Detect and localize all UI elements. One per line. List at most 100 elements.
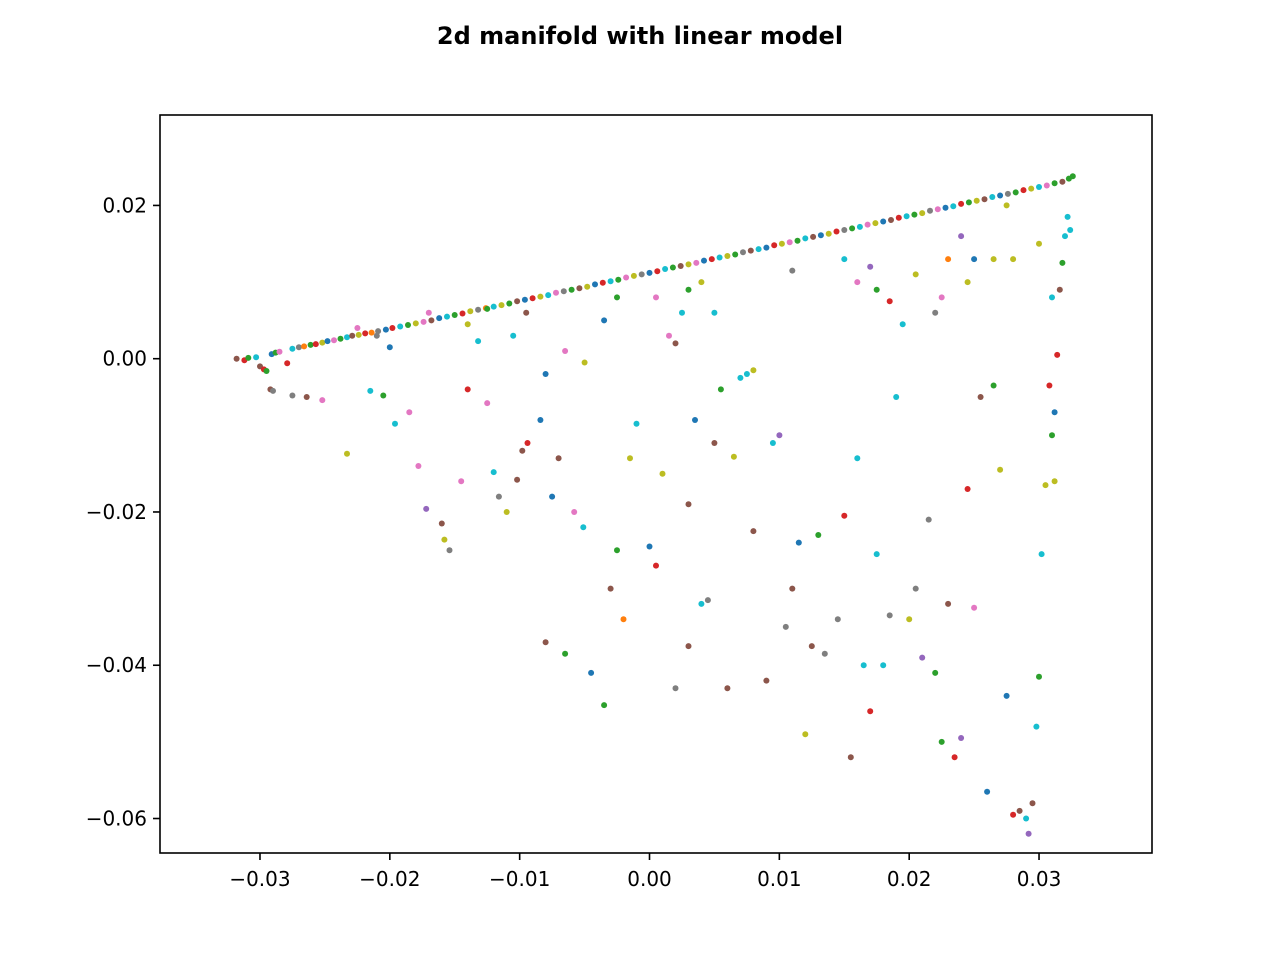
data-point xyxy=(289,345,296,352)
data-point xyxy=(382,326,389,333)
data-point xyxy=(942,204,949,211)
data-point xyxy=(523,309,530,316)
data-point xyxy=(708,256,715,263)
data-point xyxy=(1003,692,1010,699)
data-point xyxy=(685,286,692,293)
data-point xyxy=(1038,551,1045,558)
plot-frame xyxy=(159,114,1153,854)
data-point xyxy=(789,267,796,274)
data-point xyxy=(1043,182,1050,189)
data-point xyxy=(971,256,978,263)
data-point xyxy=(1049,432,1055,439)
data-point xyxy=(932,309,939,316)
data-point xyxy=(537,293,544,300)
data-point xyxy=(1059,259,1066,266)
data-point xyxy=(776,432,783,439)
data-point xyxy=(495,493,502,500)
data-point xyxy=(864,221,871,228)
data-point xyxy=(1059,178,1066,185)
data-point xyxy=(444,313,450,320)
data-point xyxy=(950,203,957,210)
data-point xyxy=(841,256,848,263)
data-point xyxy=(821,650,828,657)
data-point xyxy=(672,685,679,692)
data-point xyxy=(1036,184,1042,190)
data-point xyxy=(331,337,337,344)
plot-area xyxy=(160,115,1152,853)
data-point xyxy=(1056,286,1063,293)
data-point xyxy=(484,305,491,312)
data-point xyxy=(1036,673,1042,680)
data-point xyxy=(1067,227,1074,233)
data-point xyxy=(646,269,653,276)
data-point xyxy=(406,409,413,416)
data-point xyxy=(847,754,854,761)
data-point xyxy=(545,292,552,299)
data-point xyxy=(971,604,978,611)
data-point xyxy=(698,600,705,607)
data-point xyxy=(549,493,556,500)
data-point xyxy=(459,310,466,317)
data-point xyxy=(1064,213,1071,220)
data-point xyxy=(555,455,562,462)
data-point xyxy=(1025,830,1032,837)
data-point xyxy=(514,298,521,305)
data-point xyxy=(685,261,692,268)
data-point xyxy=(542,371,549,377)
data-point xyxy=(763,244,770,251)
data-point xyxy=(601,702,608,709)
data-point xyxy=(389,325,396,331)
data-point xyxy=(638,271,645,278)
data-point xyxy=(614,294,620,301)
data-point xyxy=(373,332,380,339)
data-point xyxy=(873,286,880,293)
data-point xyxy=(519,447,526,454)
data-point xyxy=(743,371,750,377)
data-point xyxy=(750,367,757,374)
data-point xyxy=(925,516,932,523)
data-point xyxy=(659,470,666,477)
data-point xyxy=(584,283,591,290)
data-point xyxy=(1020,187,1027,194)
y-tick-label: 0.02 xyxy=(102,193,147,217)
data-point xyxy=(576,285,583,292)
data-point xyxy=(620,616,627,623)
data-point xyxy=(420,318,427,325)
data-point xyxy=(521,296,528,303)
data-point xyxy=(436,315,443,322)
data-point xyxy=(834,616,841,623)
x-tick-label: −0.02 xyxy=(359,867,420,891)
data-point xyxy=(1036,240,1042,247)
data-point xyxy=(958,200,965,207)
data-point xyxy=(911,211,918,218)
data-point xyxy=(490,469,497,476)
data-point xyxy=(451,312,458,318)
data-point xyxy=(375,328,382,335)
data-point xyxy=(484,400,491,407)
data-point xyxy=(1028,185,1035,192)
x-tick-label: −0.03 xyxy=(229,867,290,891)
data-point xyxy=(344,334,350,341)
data-point xyxy=(571,509,578,515)
data-point xyxy=(633,420,640,427)
data-point xyxy=(475,338,482,345)
data-point xyxy=(679,309,685,316)
data-point xyxy=(880,662,887,669)
data-point xyxy=(973,197,980,204)
data-point xyxy=(428,317,435,324)
data-point xyxy=(344,450,350,457)
data-point xyxy=(958,735,965,741)
data-point xyxy=(498,302,505,309)
data-point xyxy=(354,325,361,331)
data-point xyxy=(537,417,544,423)
data-point xyxy=(553,289,559,296)
data-point xyxy=(562,348,569,354)
data-point xyxy=(854,455,861,462)
data-point xyxy=(1062,233,1068,240)
data-point xyxy=(906,616,913,623)
data-point xyxy=(362,330,369,337)
data-point xyxy=(951,754,958,761)
data-point xyxy=(750,528,757,535)
data-point xyxy=(737,374,744,381)
data-point xyxy=(815,532,822,538)
